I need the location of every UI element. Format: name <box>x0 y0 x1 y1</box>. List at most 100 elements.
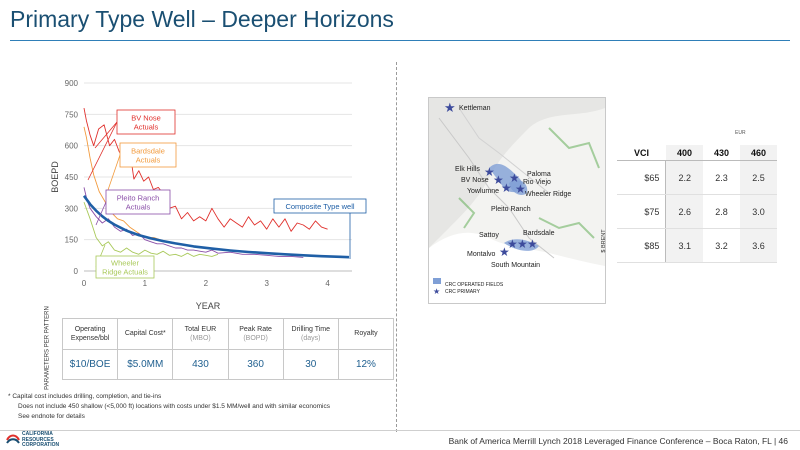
annotation-label: Composite Type well <box>285 202 354 211</box>
vci-cell: 3.2 <box>702 228 740 263</box>
eur-label: EUR <box>735 130 746 136</box>
vci-cell: 2.8 <box>702 194 740 229</box>
series-line-composite-type-well <box>82 195 350 259</box>
yowlumne-marker-icon: ★ <box>501 181 512 195</box>
y-tick-label: 750 <box>65 110 79 119</box>
annotation-box <box>116 109 176 135</box>
vci-col-header: 430 <box>702 145 740 161</box>
y-tick-label: 600 <box>65 142 79 151</box>
param-value: 430 <box>173 348 228 380</box>
map-label: Bardsdale <box>523 230 555 237</box>
field-markers: ★ ★ ★ ★ ★ ★ ★ ★ ★ ★ <box>444 100 538 259</box>
brent-axis-label: $ BRENT <box>601 229 607 253</box>
vci-cell: 2.5 <box>739 160 777 195</box>
map-label: Pleito Ranch <box>491 206 531 213</box>
map-label: Wheeler Ridge <box>525 191 572 198</box>
logo-text-line: CORPORATION <box>22 442 60 448</box>
annotation-leader <box>94 121 118 149</box>
vci-cell: 2.6 <box>665 194 703 229</box>
vci-cell: 3.0 <box>739 194 777 229</box>
footnote-line: * Capital cost includes drilling, comple… <box>8 393 162 400</box>
annotation-leader <box>95 201 107 226</box>
x-tick-label: 3 <box>265 279 270 288</box>
footer-text: Bank of America Merrill Lynch 2018 Lever… <box>448 436 788 446</box>
x-tick-label: 1 <box>143 279 148 288</box>
page-title: Primary Type Well – Deeper Horizons <box>10 6 394 32</box>
param-capital-cost: Capital Cost* $5.0MM <box>118 319 174 380</box>
footer-rule <box>0 430 800 431</box>
table-row: $85 3.1 3.2 3.6 <box>617 228 777 263</box>
montalvo-marker-icon: ★ <box>499 245 510 259</box>
title-rule <box>10 40 790 41</box>
annotation-label: BV Nose <box>131 114 161 123</box>
x-tick-label: 0 <box>82 279 87 288</box>
elk-hills-marker-icon: ★ <box>484 165 495 179</box>
y-axis-title: BOEPD <box>50 161 60 193</box>
bardsdale-marker-icon: ★ <box>517 237 528 251</box>
param-value: $10/BOE <box>63 348 118 380</box>
map-graphic: ★ ★ ★ ★ ★ ★ ★ ★ ★ ★ ★ <box>429 98 605 303</box>
map-label: South Mountain <box>491 262 541 269</box>
annotation-label: Bardsdale <box>131 147 165 156</box>
footnote-line: Does not include 450 shallow (<5,000 ft)… <box>18 403 330 410</box>
vci-price: $75 <box>617 194 667 229</box>
annotation-label: Wheeler <box>111 259 139 268</box>
param-value: 12% <box>338 348 394 380</box>
param-value: $5.0MM <box>118 348 173 380</box>
map-label: Rio Viejo <box>523 179 551 186</box>
annotation-box <box>119 142 177 168</box>
operated-fields-swatch <box>433 278 441 284</box>
param-value: 30 <box>283 348 338 380</box>
vci-cell: 3.6 <box>739 228 777 263</box>
bv-nose-marker-icon: ★ <box>493 173 504 187</box>
map-label: Elk Hills <box>455 166 480 173</box>
series-line-wheeler-ridge-actuals <box>83 201 219 257</box>
logo-text-line: RESOURCES <box>22 436 54 443</box>
param-label: Drilling Time <box>291 325 331 333</box>
map-legend: CRC OPERATED FIELDS CRC PRIMARY <box>433 282 503 296</box>
annotation-label: Actuals <box>134 123 159 132</box>
x-tick-label: 4 <box>325 279 330 288</box>
annotation-leader <box>107 154 121 191</box>
sattoy-marker-icon: ★ <box>507 237 518 251</box>
vci-col-header: 400 <box>665 145 703 161</box>
south-mountain-marker-icon: ★ <box>527 237 538 251</box>
map-label: Yowlumne <box>467 188 500 195</box>
vci-table: VCI 400 430 460 $65 2.2 2.3 2.5 $75 2.6 … <box>617 145 777 263</box>
annotation-label: Pleito Ranch <box>117 194 160 203</box>
x-axis-title: YEAR <box>196 301 221 311</box>
production-chart: 0 150 300 450 600 750 900 0 1 2 3 4 BOEPD YEAR BV Nose… <box>50 79 367 311</box>
table-row: $75 2.6 2.8 3.0 <box>617 194 777 229</box>
vci-price: $85 <box>617 228 667 263</box>
primary-swatch-icon: ★ <box>433 287 440 296</box>
parameters-table: Operating Expense/bbl $10/BOE Capital Co… <box>62 318 394 380</box>
vci-col-header: 460 <box>739 145 777 161</box>
paloma-marker-icon: ★ <box>509 171 520 185</box>
field-map: ★ ★ ★ ★ ★ ★ ★ ★ ★ ★ ★ Kettleman Elk Hill… <box>428 97 606 304</box>
param-label: Total EUR <box>184 325 217 333</box>
series-line-pleito-ranch-actuals <box>83 187 304 258</box>
param-label: Operating Expense/bbl <box>70 325 110 342</box>
param-label: Capital Cost* <box>124 330 166 338</box>
kettleman-marker-icon: ★ <box>444 100 456 115</box>
parameters-row-label: PARAMETERS PER PATTERN <box>44 306 51 390</box>
param-value: 360 <box>228 348 283 380</box>
logo-mark-icon <box>6 434 20 444</box>
footnotes: * Capital cost includes drilling, comple… <box>8 392 330 422</box>
x-tick-label: 2 <box>204 279 209 288</box>
map-label: Kettleman <box>459 105 491 112</box>
vci-cell: 3.1 <box>665 228 703 263</box>
y-tick-label: 0 <box>74 267 79 276</box>
vci-cell: 2.3 <box>702 160 740 195</box>
section-divider <box>396 62 397 432</box>
param-label: Peak Rate <box>239 325 272 333</box>
annotation-box <box>105 189 171 215</box>
map-legend-item: CRC OPERATED FIELDS <box>445 282 504 288</box>
vci-cell: 2.2 <box>665 160 703 195</box>
logo-text-line: CALIFORNIA <box>22 431 53 437</box>
y-tick-label: 300 <box>65 204 79 213</box>
annotation-leader <box>87 121 118 181</box>
y-tick-label: 150 <box>65 236 79 245</box>
param-peak-rate: Peak Rate (BOPD) 360 <box>228 319 284 380</box>
vci-price: $65 <box>617 160 667 195</box>
